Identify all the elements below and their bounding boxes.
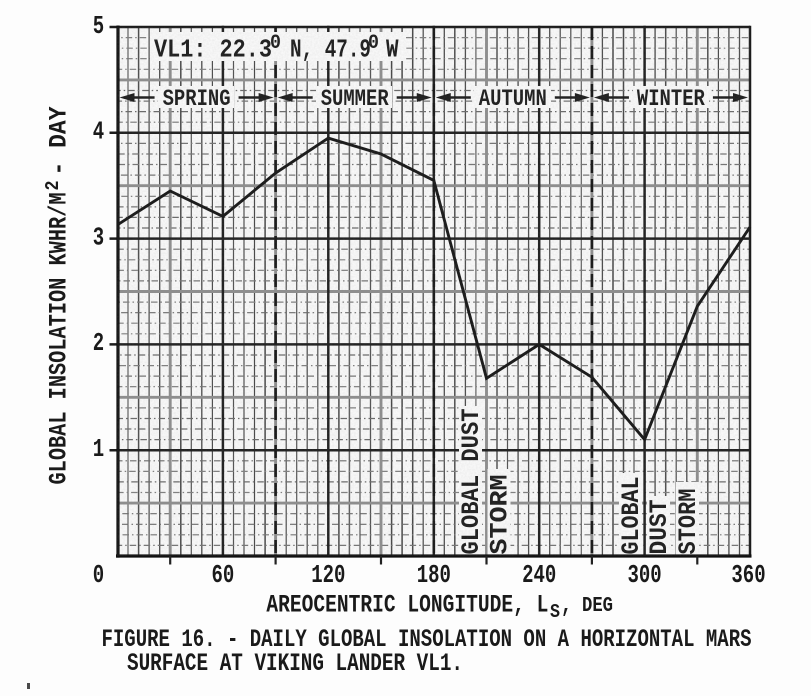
svg-text:0: 0 — [93, 560, 104, 590]
svg-text:2: 2 — [42, 181, 64, 191]
svg-text:5: 5 — [93, 11, 104, 41]
svg-text:FIGURE 16. - DAILY GLOBAL INSO: FIGURE 16. - DAILY GLOBAL INSOLATION ON … — [102, 625, 752, 654]
svg-text:AREOCENTRIC LONGITUDE, L: AREOCENTRIC LONGITUDE, L — [266, 591, 548, 620]
svg-text:3: 3 — [93, 222, 104, 252]
svg-text:360: 360 — [731, 560, 765, 590]
svg-text:DEG: DEG — [582, 595, 613, 618]
svg-text:60: 60 — [212, 560, 235, 590]
svg-text:GLOBAL INSOLATION KWHR/M: GLOBAL INSOLATION KWHR/M — [45, 193, 74, 485]
svg-text:S: S — [550, 601, 560, 623]
svg-text:1: 1 — [93, 434, 104, 464]
svg-text:,: , — [561, 591, 572, 620]
svg-text:SURFACE AT VIKING LANDER VL1.: SURFACE AT VIKING LANDER VL1. — [127, 649, 463, 678]
svg-text:240: 240 — [522, 560, 556, 590]
svg-text:2: 2 — [93, 328, 104, 358]
svg-text:300: 300 — [628, 560, 662, 590]
svg-text:4: 4 — [93, 117, 104, 147]
svg-text:120: 120 — [311, 560, 345, 590]
svg-text:- DAY: - DAY — [45, 107, 74, 176]
svg-text:180: 180 — [417, 560, 451, 590]
